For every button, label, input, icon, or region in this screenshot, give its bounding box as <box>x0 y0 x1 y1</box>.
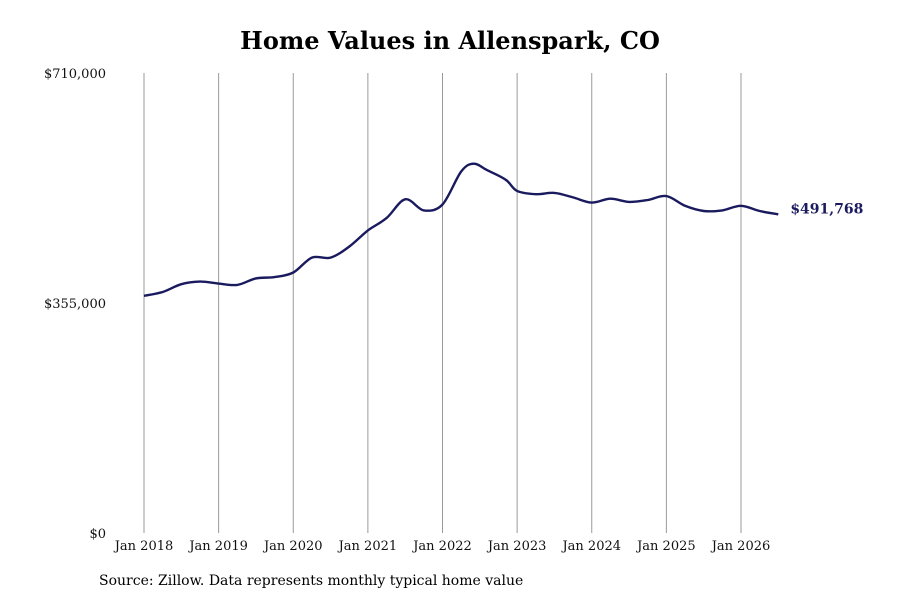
y-tick-label: $355,000 <box>44 297 106 312</box>
x-tick-label: Jan 2020 <box>262 539 323 554</box>
series-line-0 <box>143 162 779 298</box>
x-axis-ticks: Jan 2018 Jan 2019 Jan 2020 Jan 2021 Jan 2022… <box>113 539 771 554</box>
y-axis-ticks: $0 $355,000 $710,000 <box>44 67 106 542</box>
chart-title: Home Values in Allenspark, CO <box>240 26 660 55</box>
x-tick-label: Jan 2018 <box>113 539 174 554</box>
x-tick-label: Jan 2019 <box>187 539 248 554</box>
source-note: Source: Zillow. Data represents monthly … <box>99 573 524 589</box>
x-tick-label: Jan 2022 <box>411 539 472 554</box>
x-tick-label: Jan 2024 <box>560 539 621 554</box>
x-tick-label: Jan 2023 <box>486 539 547 554</box>
series-layer <box>143 162 779 298</box>
gridlines <box>143 73 742 533</box>
end-value-label: $491,768 <box>790 201 863 217</box>
x-tick-label: Jan 2026 <box>710 539 771 554</box>
x-tick-label: Jan 2025 <box>635 539 696 554</box>
y-tick-label: $710,000 <box>44 67 106 82</box>
y-tick-label: $0 <box>89 527 106 542</box>
x-tick-label: Jan 2021 <box>337 539 398 554</box>
